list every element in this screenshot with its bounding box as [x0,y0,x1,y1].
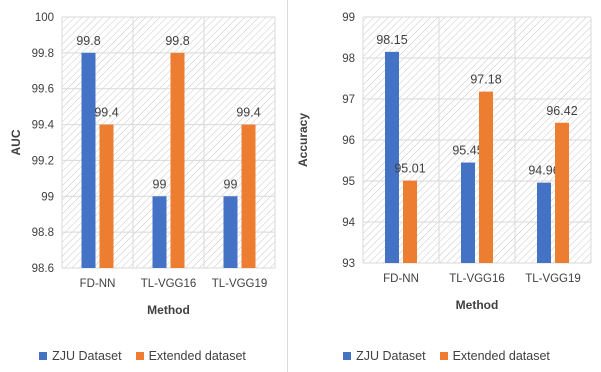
x-tick-label: FD-NN [383,273,419,285]
data-label-extended: 99.4 [236,106,260,120]
y-tick-label: 97 [342,94,355,106]
data-label-zju: 99.8 [76,34,100,48]
data-label-extended: 99.8 [165,34,189,48]
y-tick-label: 98.6 [32,263,54,275]
legend-item-extended: Extended dataset [439,349,550,363]
bar-zju-fd-nn [385,51,399,263]
y-tick-label: 99.2 [32,155,54,167]
x-tick-label: FD-NN [80,278,116,290]
data-label-extended: 97.18 [470,73,501,87]
accuracy-chart-legend: ZJU Dataset Extended dataset [292,347,601,365]
legend-item-zju: ZJU Dataset [39,349,122,363]
y-tick-label: 99 [342,12,355,24]
data-label-extended: 99.4 [94,106,118,120]
legend-swatch-extended [439,352,448,360]
y-tick-label: 95 [342,176,355,188]
bar-extended-tl-vgg19 [555,122,569,263]
bar-zju-fd-nn [81,52,96,268]
legend-label-zju: ZJU Dataset [52,349,122,363]
bar-extended-fd-nn [99,124,114,268]
x-tick-label: TL-VGG19 [212,278,268,290]
legend-item-extended: Extended dataset [135,349,246,363]
y-axis-title: AUC [9,129,23,155]
data-label-extended: 95.01 [394,162,425,176]
data-label-zju: 99 [224,177,238,191]
auc-chart-panel: 98.6 98.8 99 99.2 99.4 99.6 99.8 100 99.8 99 99 99.… [0,0,285,372]
bar-extended-tl-vgg19 [241,124,256,268]
data-label-zju: 94.96 [528,164,559,178]
y-tick-label: 99.4 [32,120,55,132]
y-tick-label: 100 [35,12,54,24]
x-tick-label: TL-VGG19 [525,273,581,285]
bar-extended-tl-vgg16 [479,91,493,264]
panel-divider [287,0,288,372]
data-label-zju: 99 [153,177,167,191]
x-tick-label: TL-VGG16 [449,273,505,285]
auc-chart-legend: ZJU Dataset Extended dataset [0,347,285,365]
legend-swatch-zju [39,352,48,360]
legend-swatch-extended [135,352,144,360]
legend-item-zju: ZJU Dataset [343,349,426,363]
bar-extended-tl-vgg16 [170,52,185,268]
accuracy-chart-panel: 93 94 95 96 97 98 99 98.15 95.45 94.96 95.01 97.18 9… [292,0,601,372]
legend-label-extended: Extended dataset [452,349,550,363]
x-axis-title: Method [456,298,499,312]
x-tick-label: TL-VGG16 [141,278,197,290]
bar-zju-tl-vgg16 [461,162,475,263]
y-tick-label: 96 [342,135,355,147]
y-tick-label: 94 [342,217,355,229]
y-tick-label: 99.6 [32,84,54,96]
bar-zju-tl-vgg19 [537,182,551,263]
bar-zju-tl-vgg19 [223,196,238,268]
y-tick-label: 98.8 [32,227,54,239]
data-label-zju: 95.45 [452,144,483,158]
plot-area-background [62,17,275,268]
data-label-zju: 98.15 [376,33,407,47]
legend-label-zju: ZJU Dataset [356,349,426,363]
y-tick-label: 99 [41,191,54,203]
bar-zju-tl-vgg16 [152,196,167,268]
accuracy-chart: 93 94 95 96 97 98 99 98.15 95.45 94.96 95.01 97.18 9… [296,12,592,312]
legend-label-extended: Extended dataset [148,349,246,363]
legend-swatch-zju [343,352,352,360]
y-tick-label: 99.8 [32,48,54,60]
data-label-extended: 96.42 [546,104,577,118]
x-axis-title: Method [147,303,190,317]
bar-extended-fd-nn [403,180,417,263]
y-tick-label: 98 [342,53,355,65]
y-axis-title: Accuracy [296,113,310,167]
auc-chart: 98.6 98.8 99 99.2 99.4 99.6 99.8 100 99.8 99 99 99.… [9,12,276,317]
y-tick-label: 93 [342,258,355,270]
